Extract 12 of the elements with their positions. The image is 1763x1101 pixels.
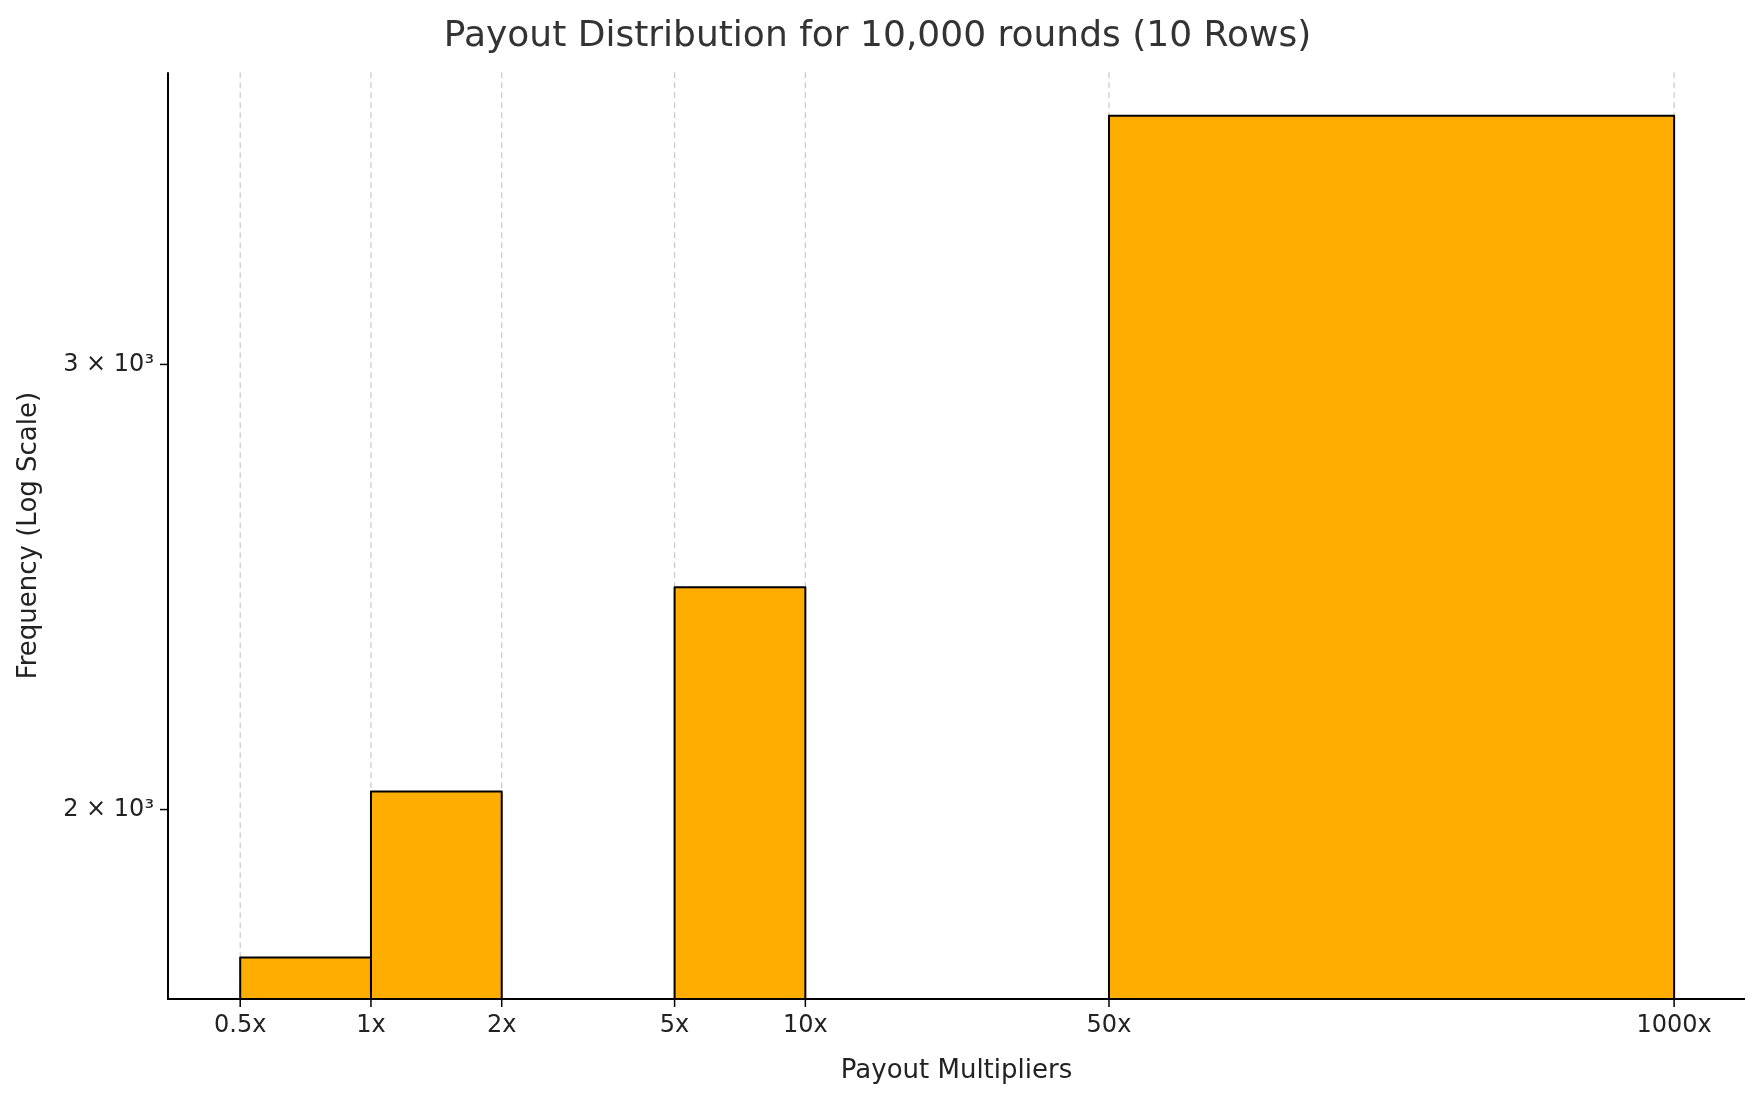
x-tick-label: 10x <box>782 1009 828 1038</box>
x-tick-label: 1x <box>356 1009 386 1038</box>
x-tick-label: 1000x <box>1636 1009 1712 1038</box>
y-tick-label: 3 × 10³ <box>63 348 154 377</box>
chart-title: Payout Distribution for 10,000 rounds (10 Rows) <box>443 12 1312 54</box>
x-tick-label: 0.5x <box>214 1009 267 1038</box>
x-tick-label: 50x <box>1086 1009 1132 1038</box>
x-tick-label: 2x <box>486 1009 517 1038</box>
x-axis-title: Payout Multipliers <box>840 1054 1073 1085</box>
y-axis-title: Frequency (Log Scale) <box>12 391 43 680</box>
x-tick-label: 5x <box>659 1009 690 1038</box>
y-tick-label: 2 × 10³ <box>63 793 154 822</box>
